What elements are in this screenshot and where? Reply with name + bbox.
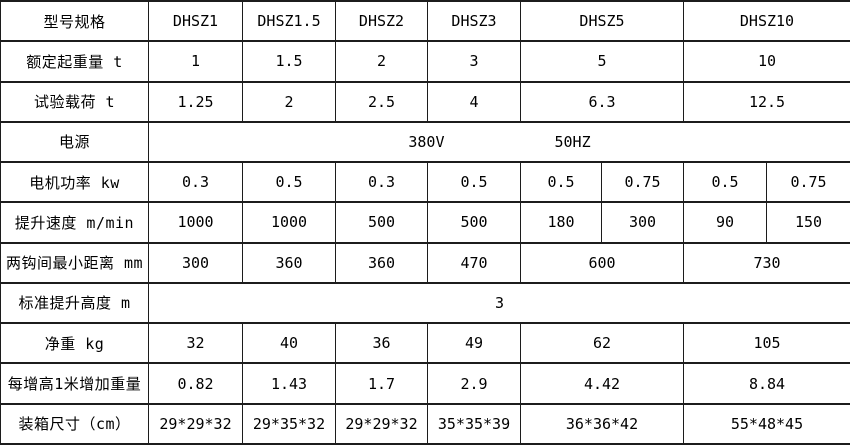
row-label-weight-increase-per-meter: 每增高1米增加重量	[0, 362, 149, 405]
col-header-dhsz1: DHSZ1	[148, 0, 243, 43]
spec-cell: 36*36*42	[520, 402, 684, 445]
spec-cell: 0.82	[148, 362, 243, 405]
table-row-min-hook-distance: 两钩间最小距离 mm 300 360 360 470 600 730	[0, 241, 850, 284]
spec-cell: 0.75	[766, 161, 850, 204]
spec-cell-lifting-height: 3	[148, 281, 850, 325]
spec-cell: 12.5	[683, 80, 850, 123]
spec-cell: 0.5	[427, 161, 521, 204]
spec-cell: 32	[148, 322, 243, 365]
spec-cell: 0.3	[335, 161, 428, 204]
spec-cell: 62	[520, 322, 684, 365]
row-label-rated-load: 额定起重量 t	[0, 40, 149, 83]
spec-cell: 360	[335, 241, 428, 284]
spec-cell: 1	[148, 40, 243, 83]
spec-cell: 360	[242, 241, 336, 284]
spec-cell: 1.43	[242, 362, 336, 405]
table-row-power-supply: 电源 380V 50HZ	[0, 120, 850, 164]
spec-cell: 90	[683, 201, 767, 244]
spec-cell: 470	[427, 241, 521, 284]
power-voltage: 380V	[408, 132, 445, 151]
spec-cell: 2	[335, 40, 428, 83]
spec-cell: 1000	[242, 201, 336, 244]
spec-cell: 0.5	[520, 161, 602, 204]
spec-cell: 1.5	[242, 40, 336, 83]
spec-cell: 150	[766, 201, 850, 244]
spec-cell-power-supply: 380V 50HZ	[148, 120, 850, 164]
spec-cell: 1.7	[335, 362, 428, 405]
spec-cell: 2	[242, 80, 336, 123]
table-row-test-load: 试验载荷 t 1.25 2 2.5 4 6.3 12.5	[0, 80, 850, 123]
table-row-motor-power: 电机功率 kw 0.3 0.5 0.3 0.5 0.5 0.75 0.5 0.7…	[0, 161, 850, 204]
spec-cell: 29*35*32	[242, 402, 336, 445]
row-label-packing-size: 装箱尺寸（cm）	[0, 402, 149, 445]
table-row-rated-load: 额定起重量 t 1 1.5 2 3 5 10	[0, 40, 850, 83]
spec-cell: 0.5	[683, 161, 767, 204]
col-header-model-spec: 型号规格	[0, 0, 149, 43]
spec-cell: 2.9	[427, 362, 521, 405]
spec-cell: 29*29*32	[335, 402, 428, 445]
spec-cell: 500	[427, 201, 521, 244]
spec-cell: 600	[520, 241, 684, 284]
table-row-packing-size: 装箱尺寸（cm） 29*29*32 29*35*32 29*29*32 35*3…	[0, 402, 850, 445]
spec-cell: 29*29*32	[148, 402, 243, 445]
spec-cell: 300	[148, 241, 243, 284]
col-header-dhsz10: DHSZ10	[683, 0, 850, 43]
spec-cell: 5	[520, 40, 684, 83]
spec-cell: 0.3	[148, 161, 243, 204]
spec-cell: 0.5	[242, 161, 336, 204]
row-label-power-supply: 电源	[0, 120, 149, 164]
spec-cell: 40	[242, 322, 336, 365]
spec-cell: 4	[427, 80, 521, 123]
spec-cell: 3	[427, 40, 521, 83]
spec-cell: 4.42	[520, 362, 684, 405]
spec-cell: 49	[427, 322, 521, 365]
spec-cell: 36	[335, 322, 428, 365]
table-row-net-weight: 净重 kg 32 40 36 49 62 105	[0, 322, 850, 365]
spec-cell: 6.3	[520, 80, 684, 123]
spec-cell: 105	[683, 322, 850, 365]
spec-cell: 1.25	[148, 80, 243, 123]
col-header-dhsz2: DHSZ2	[335, 0, 428, 43]
spec-cell: 730	[683, 241, 850, 284]
table-row-lifting-speed: 提升速度 m/min 1000 1000 500 500 180 300 90 …	[0, 201, 850, 244]
spec-cell: 10	[683, 40, 850, 83]
row-label-lifting-speed: 提升速度 m/min	[0, 201, 149, 244]
spec-cell: 300	[601, 201, 684, 244]
power-frequency: 50HZ	[554, 132, 591, 151]
row-label-test-load: 试验载荷 t	[0, 80, 149, 123]
row-label-motor-power: 电机功率 kw	[0, 161, 149, 204]
table-row-weight-increase-per-meter: 每增高1米增加重量 0.82 1.43 1.7 2.9 4.42 8.84	[0, 362, 850, 405]
header-row: 型号规格 DHSZ1 DHSZ1.5 DHSZ2 DHSZ3 DHSZ5 DHS…	[0, 0, 850, 43]
spec-cell: 55*48*45	[683, 402, 850, 445]
spec-cell: 1000	[148, 201, 243, 244]
spec-cell: 500	[335, 201, 428, 244]
col-header-dhsz3: DHSZ3	[427, 0, 521, 43]
row-label-net-weight: 净重 kg	[0, 322, 149, 365]
col-header-dhsz1-5: DHSZ1.5	[242, 0, 336, 43]
spec-cell: 8.84	[683, 362, 850, 405]
row-label-min-hook-distance: 两钩间最小距离 mm	[0, 241, 149, 284]
col-header-dhsz5: DHSZ5	[520, 0, 684, 43]
spec-cell: 180	[520, 201, 602, 244]
spec-cell: 0.75	[601, 161, 684, 204]
row-label-standard-lifting-height: 标准提升高度 m	[0, 281, 149, 325]
spec-cell: 2.5	[335, 80, 428, 123]
spec-cell: 35*35*39	[427, 402, 521, 445]
table-row-standard-lifting-height: 标准提升高度 m 3	[0, 281, 850, 325]
